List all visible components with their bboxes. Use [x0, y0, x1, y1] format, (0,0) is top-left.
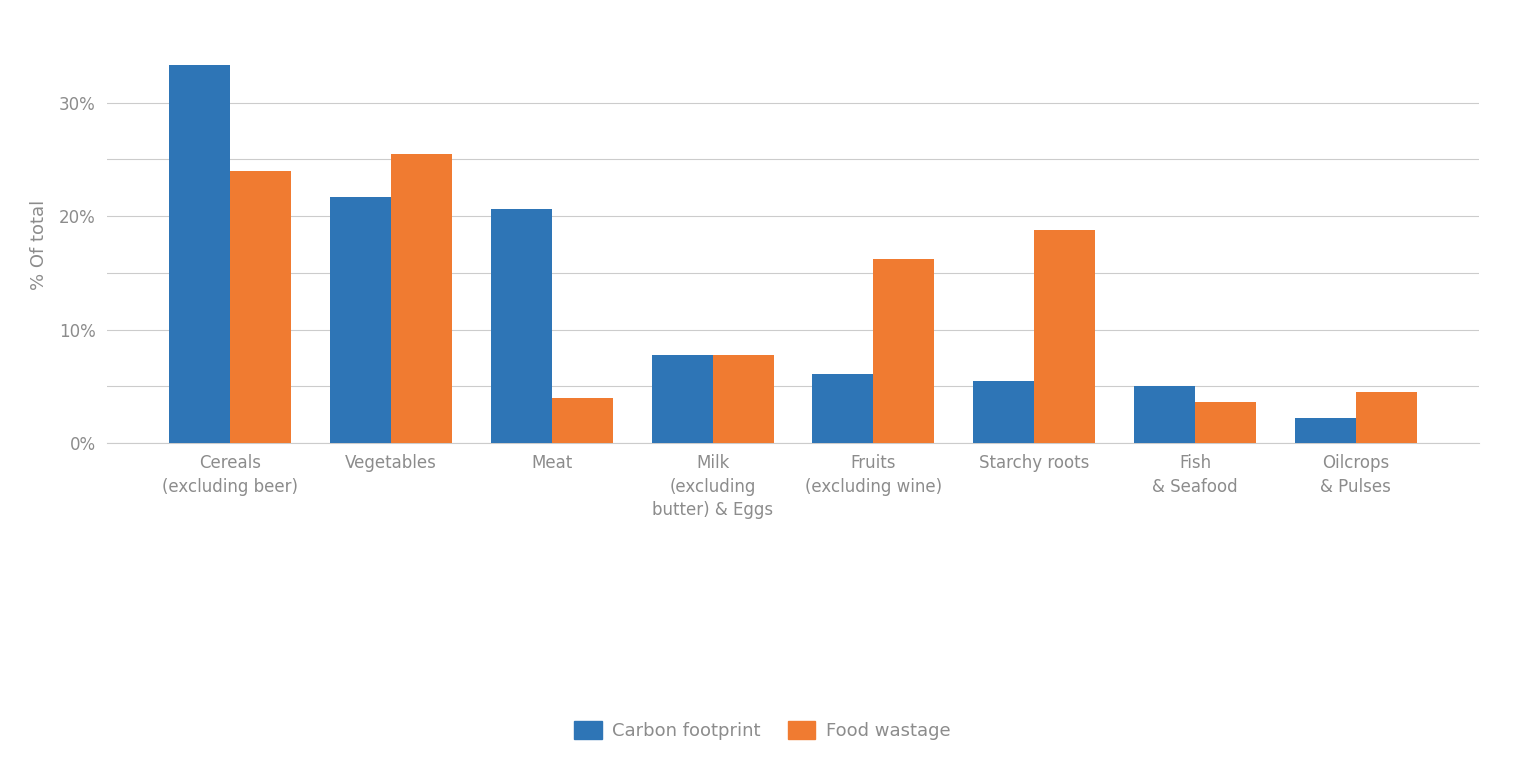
Bar [390, 154, 451, 443]
Bar [1034, 230, 1095, 443]
Bar [230, 170, 291, 443]
Bar [169, 65, 230, 443]
Bar [1135, 387, 1196, 443]
Bar [552, 398, 613, 443]
Y-axis label: % Of total: % Of total [30, 199, 47, 290]
Bar [1295, 418, 1356, 443]
Legend: Carbon footprint, Food wastage: Carbon footprint, Food wastage [567, 714, 958, 747]
Bar [329, 197, 390, 443]
Bar [712, 354, 773, 443]
Bar [874, 259, 935, 443]
Bar [1196, 403, 1257, 443]
Bar [491, 209, 552, 443]
Bar [813, 374, 874, 443]
Bar [651, 354, 712, 443]
Bar [973, 380, 1034, 443]
Bar [1356, 392, 1417, 443]
